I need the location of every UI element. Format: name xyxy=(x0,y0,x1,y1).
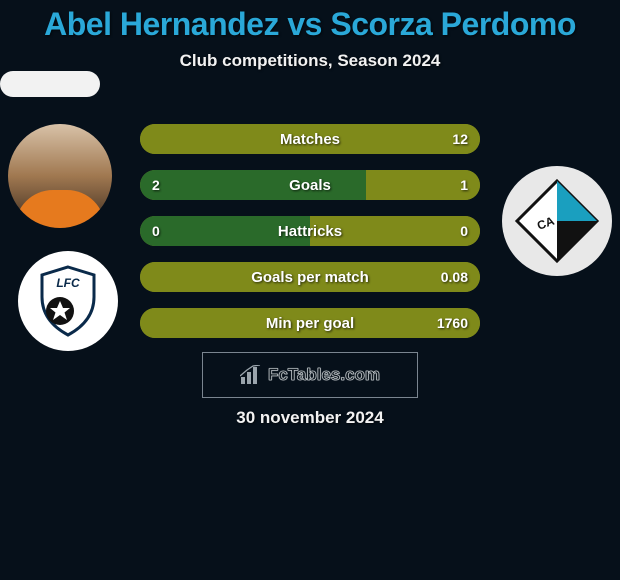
stat-row: Min per goal 1760 xyxy=(140,308,480,338)
stat-value-right: 1 xyxy=(460,177,468,193)
watermark: FcTables.com xyxy=(202,352,418,398)
page-title: Abel Hernandez vs Scorza Perdomo xyxy=(0,0,620,43)
stat-bar-left xyxy=(140,170,366,200)
player-photo-left xyxy=(8,124,112,228)
shield-logo-icon: LFC xyxy=(28,261,108,341)
stat-label: Goals per match xyxy=(251,269,369,286)
stat-value-right: 1760 xyxy=(437,315,468,331)
stat-row: Matches 12 xyxy=(140,124,480,154)
stat-label: Matches xyxy=(280,131,340,148)
chart-bars-icon xyxy=(240,365,262,385)
stat-label: Goals xyxy=(289,177,331,194)
club-logo-right: CA xyxy=(502,166,612,276)
stat-label: Min per goal xyxy=(266,315,354,332)
watermark-text: FcTables.com xyxy=(268,365,380,385)
stat-value-left: 0 xyxy=(152,223,160,239)
page-subtitle: Club competitions, Season 2024 xyxy=(0,51,620,71)
stat-value-right: 0 xyxy=(460,223,468,239)
diamond-logo-icon: CA xyxy=(511,175,603,267)
stat-row: Goals per match 0.08 xyxy=(140,262,480,292)
date-label: 30 november 2024 xyxy=(236,408,383,428)
stat-value-right: 12 xyxy=(452,131,468,147)
stat-value-left: 2 xyxy=(152,177,160,193)
club-logo-left: LFC xyxy=(18,251,118,351)
player-photo-right xyxy=(0,71,100,97)
svg-text:LFC: LFC xyxy=(56,276,80,290)
stats-panel: Matches 12 2 Goals 1 0 Hattricks 0 Goals per mat… xyxy=(140,124,480,354)
stat-label: Hattricks xyxy=(278,223,342,240)
stat-row: 0 Hattricks 0 xyxy=(140,216,480,246)
stat-row: 2 Goals 1 xyxy=(140,170,480,200)
stat-value-right: 0.08 xyxy=(441,269,468,285)
